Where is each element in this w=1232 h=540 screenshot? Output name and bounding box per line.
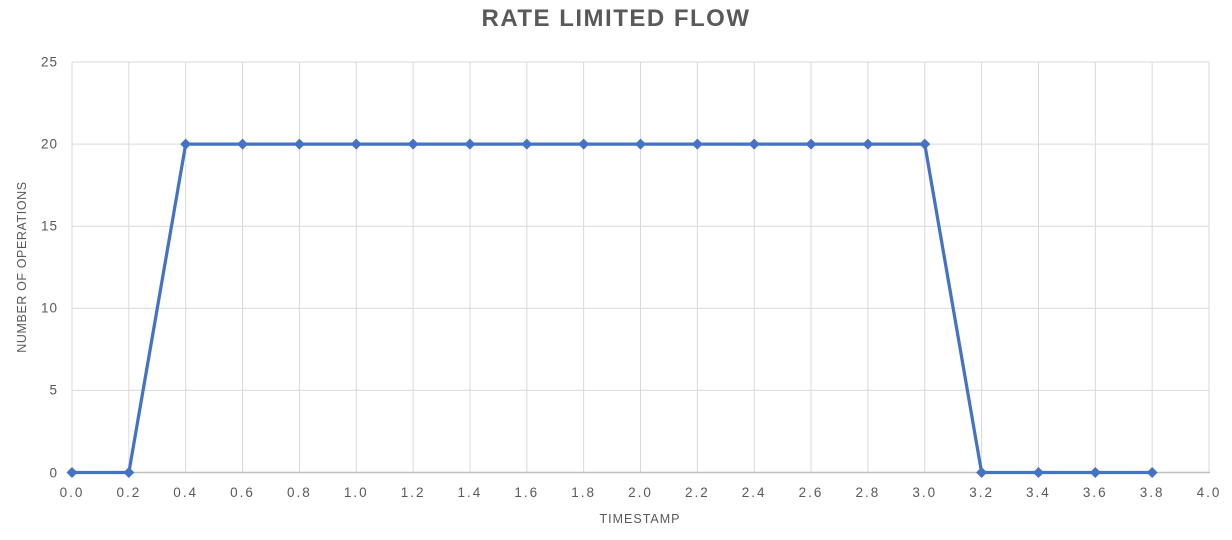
data-point-marker — [862, 138, 874, 150]
x-tick-label: 2.8 — [855, 485, 881, 500]
x-tick-label: 0.2 — [116, 485, 142, 500]
data-point-marker — [180, 138, 192, 150]
data-point-marker — [1089, 467, 1101, 478]
x-tick-label: 2.6 — [798, 485, 824, 500]
data-point-marker — [748, 138, 760, 150]
x-tick-label: 0.4 — [173, 485, 199, 500]
data-point-marker — [350, 138, 362, 150]
x-tick-label: 1.4 — [457, 485, 483, 500]
data-point-marker — [635, 138, 646, 150]
data-point-marker — [919, 138, 931, 150]
x-tick-label: 0.8 — [287, 485, 312, 500]
y-tick-label: 25 — [40, 54, 58, 70]
y-axis-tick-labels: 0 5 10 15 20 25 — [0, 0, 58, 540]
data-point-marker — [976, 467, 988, 478]
x-tick-label: 0.6 — [230, 485, 255, 500]
data-point-marker — [66, 467, 78, 478]
data-point-marker — [521, 138, 533, 150]
data-point-marker — [407, 138, 419, 150]
data-point-marker — [805, 138, 817, 150]
data-point-marker — [464, 138, 476, 150]
x-tick-label: 1.8 — [571, 485, 597, 500]
x-tick-label: 4.0 — [1196, 485, 1222, 500]
x-tick-label: 2.2 — [684, 485, 710, 500]
x-tick-label: 1.6 — [514, 485, 540, 500]
y-tick-label: 5 — [49, 382, 58, 398]
x-tick-label: 3.0 — [912, 485, 938, 500]
data-point-marker — [1146, 467, 1158, 478]
data-point-marker — [691, 138, 703, 150]
x-tick-label: 3.6 — [1082, 485, 1108, 500]
x-tick-label: 3.4 — [1026, 485, 1051, 500]
x-tick-label: 1.0 — [343, 485, 369, 500]
x-axis-title: TIMESTAMP — [599, 512, 681, 526]
y-tick-label: 10 — [40, 300, 58, 316]
x-tick-label: 0.0 — [59, 485, 85, 500]
x-tick-label: 2.4 — [741, 485, 767, 500]
x-tick-label: 3.8 — [1139, 485, 1165, 500]
y-tick-label: 15 — [40, 218, 58, 234]
y-tick-label: 20 — [40, 136, 58, 152]
x-tick-label: 2.0 — [628, 485, 653, 500]
x-tick-label: 3.2 — [969, 485, 994, 500]
data-point-marker — [1032, 467, 1044, 478]
y-tick-label: 0 — [49, 465, 58, 480]
data-point-marker — [293, 138, 305, 150]
series-line — [70, 142, 1154, 475]
data-point-marker — [123, 467, 135, 478]
chart-title: RATE LIMITED FLOW — [481, 5, 751, 32]
x-tick-label: 1.2 — [400, 485, 426, 500]
data-point-marker — [237, 138, 249, 150]
data-point-marker — [578, 138, 590, 150]
